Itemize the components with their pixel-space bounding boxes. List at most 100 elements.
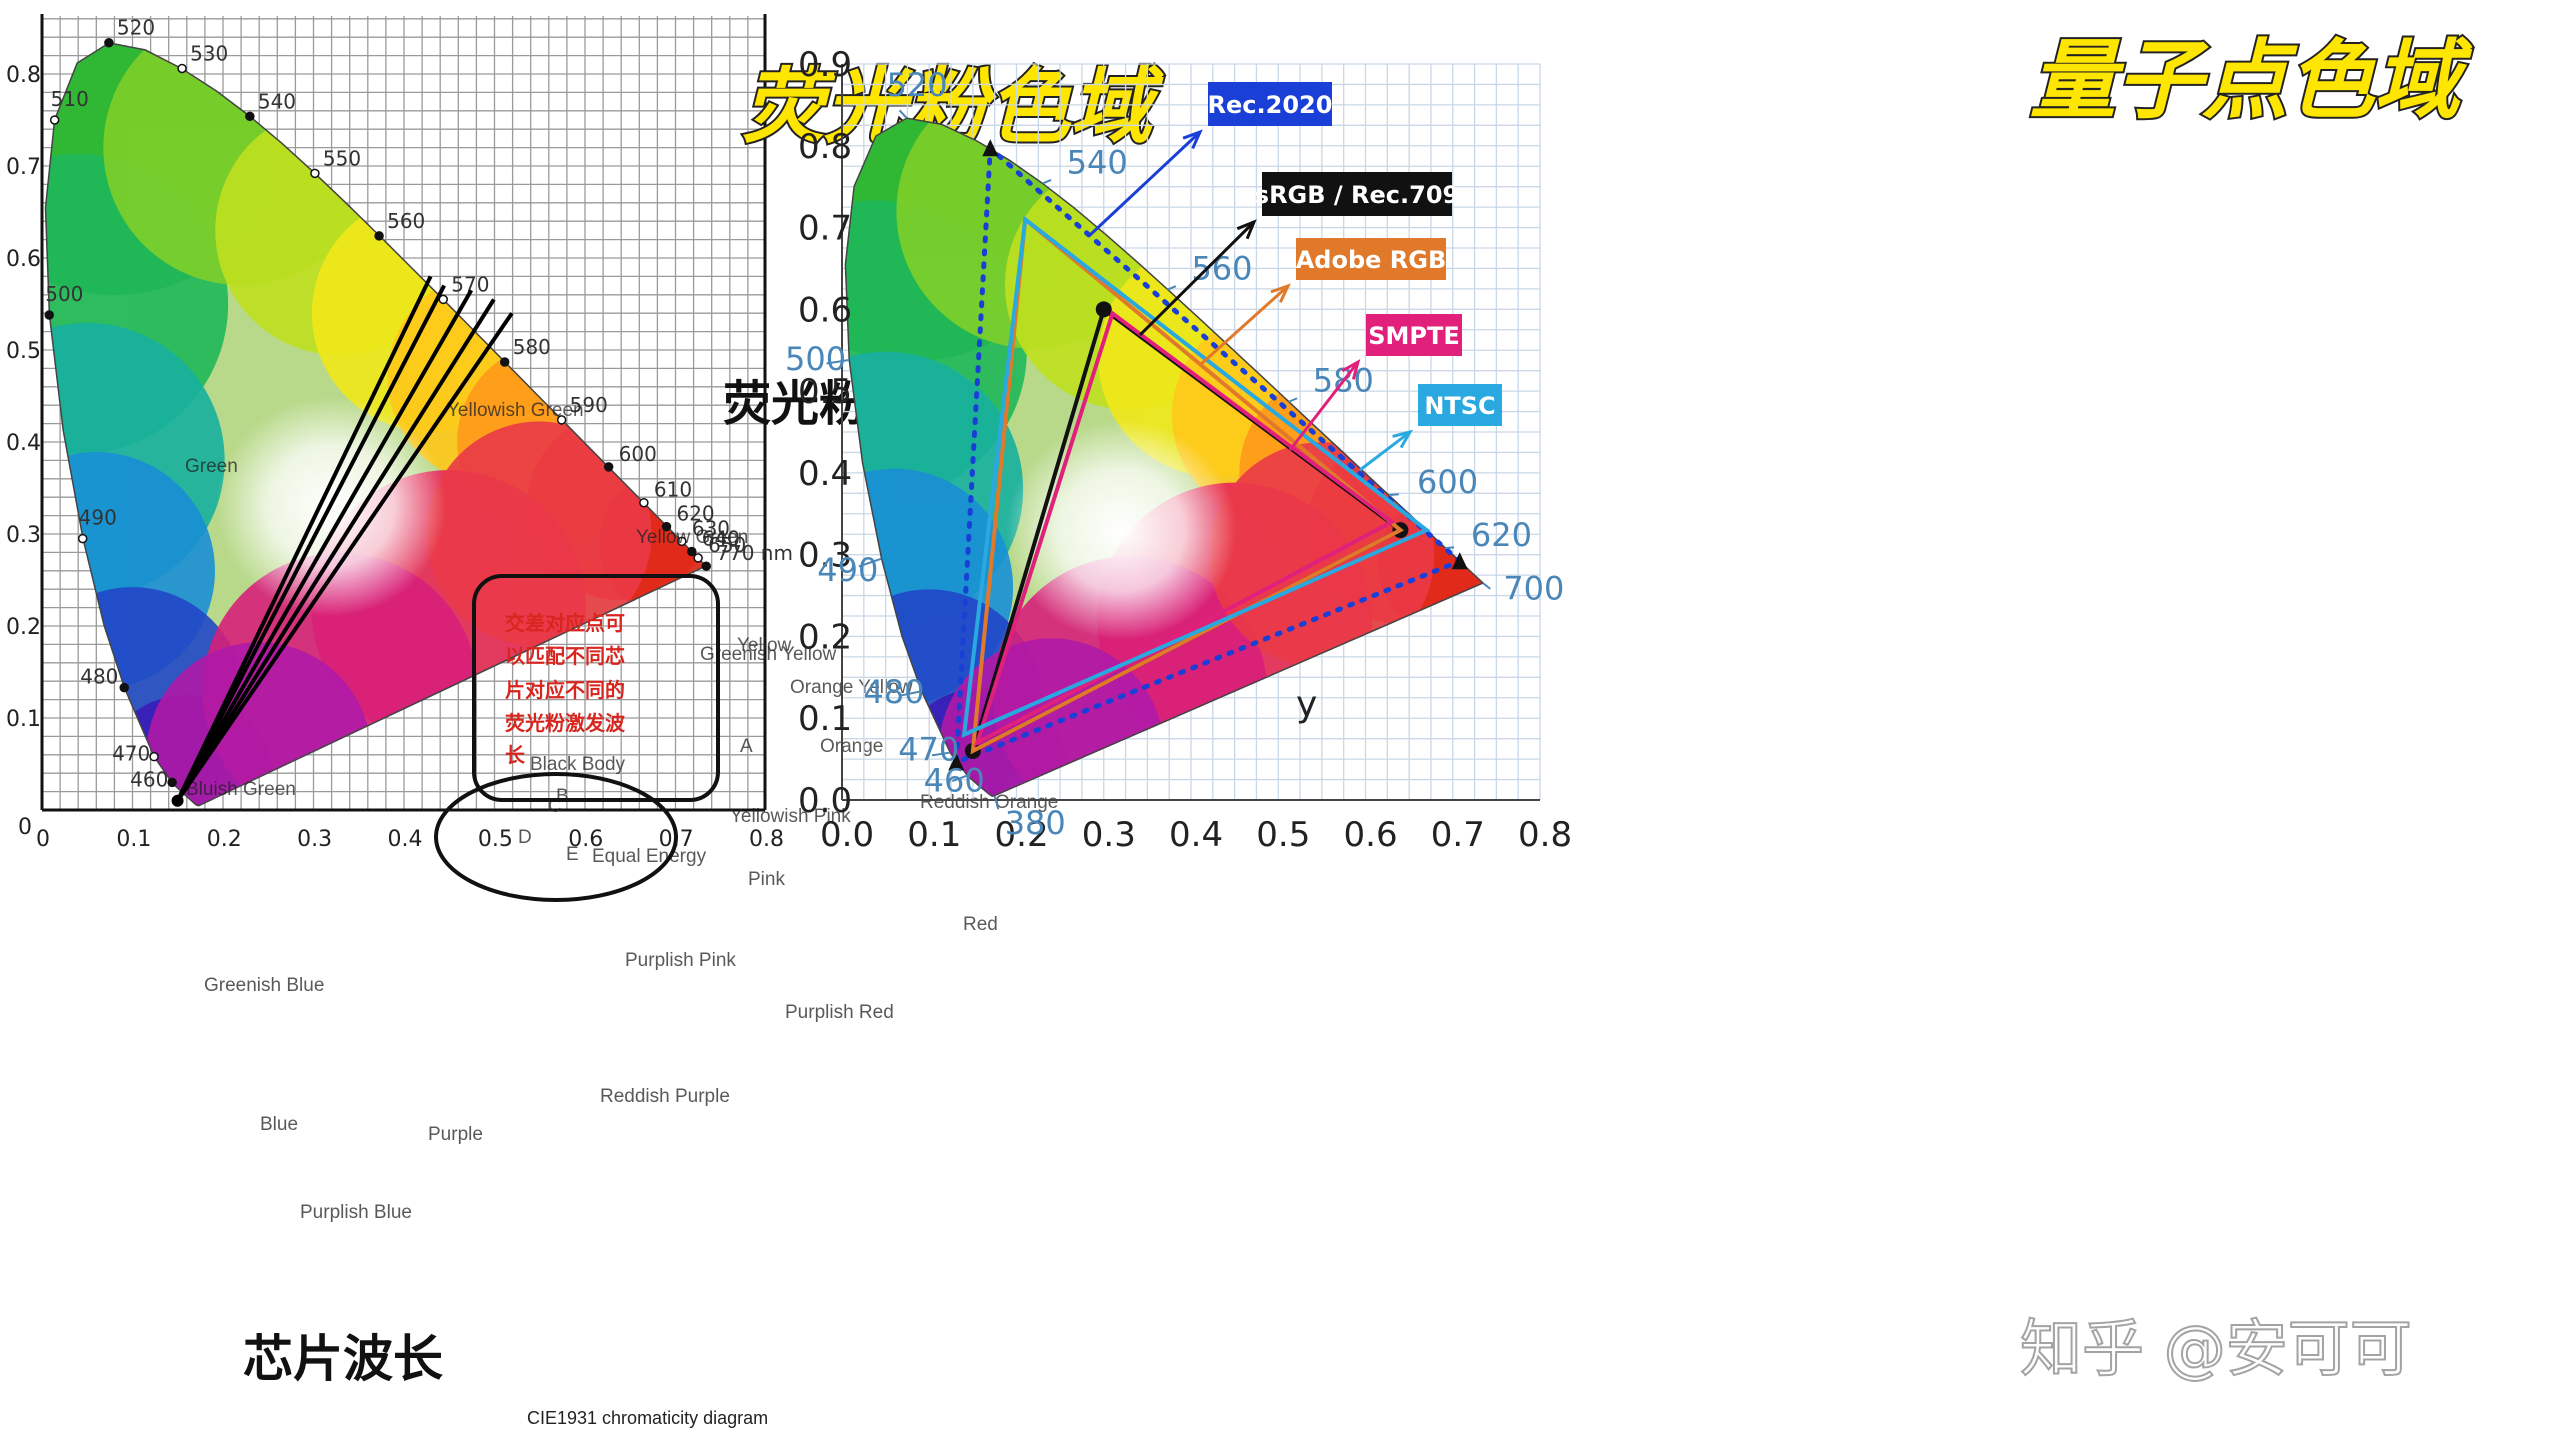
gamut-label: SMPTE <box>1368 322 1460 350</box>
wavelength-tick <box>1482 582 1491 590</box>
gamut-label: Adobe RGB <box>1296 246 1447 274</box>
right-gamut-triangles <box>948 139 1468 771</box>
note-line-1: 交差对应点可 <box>505 611 625 635</box>
wavelength-point <box>374 231 384 241</box>
gamut-arrow-head <box>1270 283 1291 303</box>
wavelength-tick <box>900 690 922 697</box>
gamut-vertex <box>1095 301 1112 318</box>
wavelength-label: 610 <box>654 478 692 502</box>
y-tick-label: 0.9 <box>798 45 852 85</box>
wavelength-label: 590 <box>570 393 608 417</box>
wavelength-point <box>677 536 687 547</box>
wavelength-tick <box>858 557 882 568</box>
right-y-axis-label: y <box>1296 684 1317 725</box>
gamut-vertex <box>982 139 999 157</box>
gamut-label-box <box>1262 172 1452 216</box>
y-tick-label: 0.0 <box>798 781 852 821</box>
y-tick-label: 0.2 <box>798 617 852 657</box>
wavelength-label: 460 <box>130 767 168 791</box>
right-title: 量子点色域 <box>2030 31 2473 131</box>
region-label: A <box>740 736 753 757</box>
gamut-ntsc <box>961 215 1431 738</box>
gamut-arrow <box>1288 361 1360 451</box>
region-label: Yellowish Green <box>447 400 584 421</box>
region-label: Yellow Green <box>636 527 748 548</box>
wavelength-point <box>556 415 567 425</box>
region-label: Reddish Orange <box>920 792 1058 813</box>
y-tick-label: 0.1 <box>6 707 41 732</box>
y-tick-label: 0.5 <box>6 339 41 364</box>
region-label: D <box>518 827 532 848</box>
region-label: Reddish Purple <box>600 1086 730 1107</box>
wavelength-point <box>687 546 697 557</box>
y-tick-label: 0.6 <box>6 247 41 272</box>
gamut-arrow <box>1198 284 1290 367</box>
y-tick-label: 0.8 <box>6 63 41 88</box>
gamut-label: sRGB / Rec.709 <box>1255 181 1459 209</box>
x-tick-label: 0.8 <box>1518 815 1572 855</box>
y-tick-label: 0.3 <box>6 523 41 548</box>
x-tick-label: 0.2 <box>995 815 1049 855</box>
wavelength-label: 630 <box>692 516 730 540</box>
gamut-label: NTSC <box>1424 392 1495 420</box>
wavelength-point <box>177 63 187 74</box>
region-label: E <box>566 844 579 865</box>
chip-annotation: 芯片波长 <box>243 1330 443 1388</box>
white-point-ellipse <box>434 772 678 902</box>
region-label: Black Body <box>530 754 626 775</box>
right-gamut-labels: Rec.2020 sRGB / Rec.709 Adobe RGB SMPTE NTSC <box>1088 82 1502 472</box>
gamut-rec-2020 <box>953 142 1465 767</box>
gamut-label-box <box>1296 238 1446 280</box>
gamut-adobe-rgb <box>970 215 1405 755</box>
x-tick-label: 0.0 <box>820 815 874 855</box>
wavelength-tick <box>1288 397 1298 403</box>
gamut-arrow-head <box>1182 129 1203 150</box>
wavelength-point <box>49 115 60 125</box>
wavelength-label: 480 <box>80 665 118 689</box>
wavelength-label: 520 <box>117 16 155 40</box>
watermark: 知乎 @安可可 <box>2020 1312 2412 1385</box>
x-tick-label: 0.6 <box>1344 815 1398 855</box>
x-tick-label: 0 <box>36 827 50 852</box>
white-point-glow <box>1006 420 1237 641</box>
wavelength-tick <box>1388 493 1399 496</box>
wavelength-label: 550 <box>323 146 361 170</box>
peak-line <box>175 275 433 802</box>
gamut-vertex <box>948 753 965 771</box>
wavelength-tick <box>1444 546 1455 550</box>
color-blob <box>1209 442 1435 668</box>
wavelength-point <box>661 521 672 532</box>
note-box <box>472 574 720 802</box>
peak-line <box>175 284 446 802</box>
left-peak-lines <box>171 275 514 807</box>
left-region-labels: Green Yellowish Green Yellow Green Greenish… <box>185 400 1058 1223</box>
region-label: Pink <box>748 869 785 890</box>
region-label: Purplish Red <box>785 1002 894 1023</box>
wavelength-label: 520 <box>887 66 948 104</box>
y-tick-label: 0.8 <box>798 127 852 167</box>
region-label: Equal Energy <box>592 846 707 867</box>
wavelength-tick <box>826 359 850 365</box>
wavelength-point <box>104 37 114 48</box>
wavelength-label: 770 nm <box>716 541 793 565</box>
wavelength-label: 470 <box>898 731 959 769</box>
note-line-4: 荧光粉激发波 <box>505 711 626 735</box>
gamut-arrow <box>1359 430 1411 472</box>
wavelength-label: 600 <box>619 442 657 466</box>
wavelength-tick <box>1167 285 1177 291</box>
gamut-smpte <box>973 310 1396 747</box>
gamut-arrow-head <box>1236 219 1257 240</box>
gamut-label: Rec.2020 <box>1208 91 1333 119</box>
wavelength-tick <box>951 774 968 783</box>
y-tick-label: 0.2 <box>6 615 41 640</box>
gamut-label-box <box>1366 314 1462 356</box>
note-line-2: 以匹配不同芯 <box>505 644 625 668</box>
y-tick-label: 0 <box>18 815 32 840</box>
wavelength-point <box>639 497 649 508</box>
peak-line <box>175 289 474 802</box>
region-label: Bluish Green <box>186 779 296 800</box>
x-tick-label: 0.4 <box>388 827 423 852</box>
wavelength-point <box>149 751 159 762</box>
